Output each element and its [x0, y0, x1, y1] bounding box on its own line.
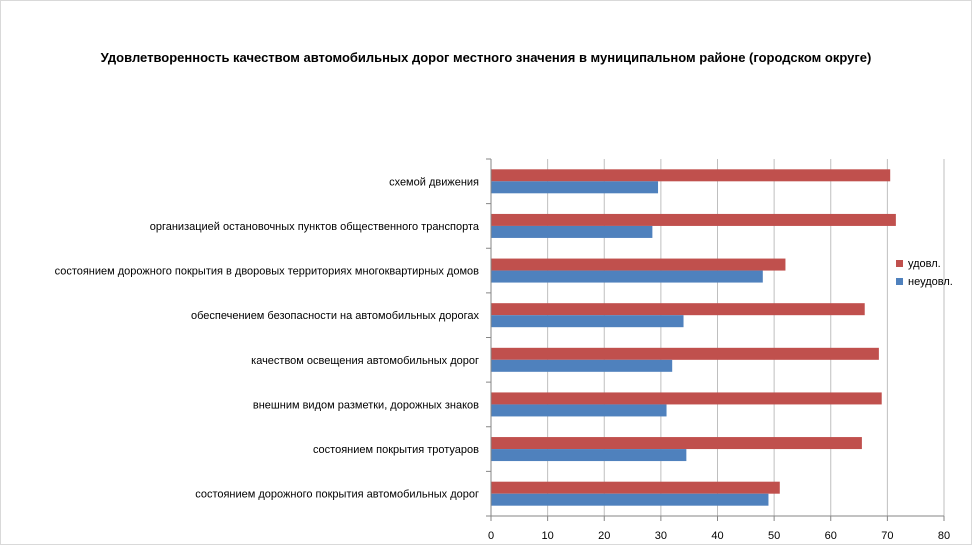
bar	[491, 181, 659, 194]
legend-label: неудовл.	[908, 276, 953, 288]
chart-title: Удовлетворенность качеством автомобильны…	[100, 50, 872, 65]
bar	[491, 225, 653, 238]
category-label: состоянием покрытия тротуаров	[313, 444, 479, 456]
bar	[491, 404, 667, 417]
x-tick-label: 70	[881, 530, 893, 542]
x-tick-label: 40	[711, 530, 723, 542]
category-label: качеством освещения автомобильных дорог	[251, 355, 479, 367]
bar	[491, 347, 879, 360]
bar	[491, 270, 763, 283]
x-tick-label: 60	[825, 530, 837, 542]
x-tick-label: 80	[938, 530, 950, 542]
category-label: схемой движения	[389, 176, 479, 188]
x-tick-label: 20	[598, 530, 610, 542]
bar	[491, 359, 673, 372]
bar	[491, 303, 865, 316]
bar	[491, 481, 780, 494]
bar	[491, 493, 769, 506]
category-label: состоянием дорожного покрытия в дворовых…	[55, 266, 480, 278]
category-label: состоянием дорожного покрытия автомобиль…	[195, 489, 479, 501]
category-label: обеспечением безопасности на автомобильн…	[191, 310, 479, 322]
bar	[491, 437, 862, 450]
category-label: организацией остановочных пунктов общест…	[150, 221, 480, 233]
bar	[491, 392, 882, 405]
bar	[491, 213, 896, 226]
x-tick-label: 30	[655, 530, 667, 542]
x-tick-label: 10	[542, 530, 554, 542]
x-tick-label: 50	[768, 530, 780, 542]
legend-label: удовл.	[908, 258, 941, 270]
bar	[491, 449, 687, 462]
category-label: внешним видом разметки, дорожных знаков	[253, 399, 479, 411]
bar	[491, 315, 684, 328]
x-tick-label: 0	[488, 530, 494, 542]
bar	[491, 258, 786, 271]
legend-swatch	[896, 278, 903, 285]
legend-swatch	[896, 260, 903, 267]
bar	[491, 169, 891, 182]
